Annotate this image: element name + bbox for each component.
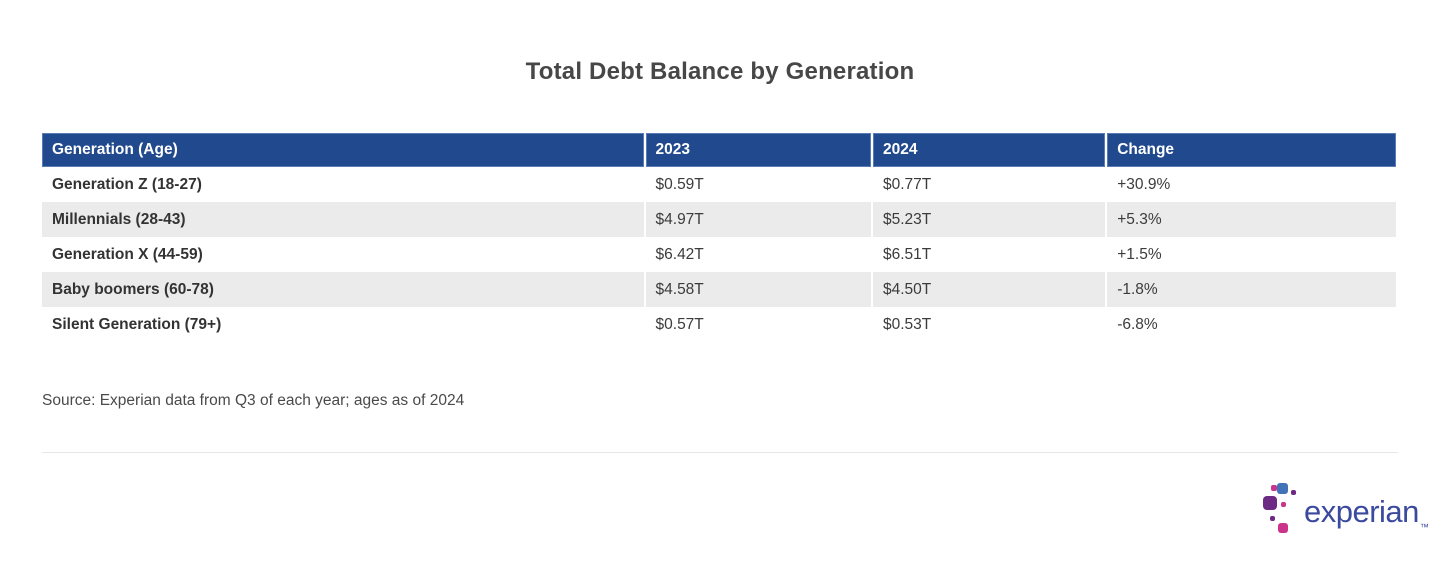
logo-square-purple-dot-bottom — [1270, 516, 1275, 521]
logo-square-blue — [1277, 483, 1288, 494]
table-header-row: Generation (Age) 2023 2024 Change — [42, 133, 1396, 167]
experian-squares-icon — [1262, 482, 1302, 540]
col-header-change: Change — [1106, 133, 1396, 167]
logo-square-pink-top — [1271, 485, 1277, 491]
cell-2023-value: $0.57T — [644, 307, 873, 342]
trademark-symbol: ™ — [1419, 521, 1429, 532]
cell-2023-value: $4.58T — [644, 272, 873, 307]
table-row-silent-generation: Silent Generation (79+) $0.57T $0.53T -6… — [42, 307, 1396, 342]
cell-generation: Generation Z (18-27) — [42, 167, 646, 202]
cell-2023-value: $4.97T — [644, 202, 873, 237]
cell-generation: Silent Generation (79+) — [42, 307, 646, 342]
cell-change-value: +5.3% — [1117, 210, 1162, 228]
cell-generation: Generation X (44-59) — [42, 237, 646, 272]
debt-table-container: Generation (Age) 2023 2024 Change Genera… — [42, 133, 1396, 342]
cell-2023-value: $6.42T — [644, 237, 873, 272]
logo-square-purple-dot-top — [1291, 490, 1296, 495]
footer-divider — [42, 452, 1398, 453]
experian-wordmark: experian™ — [1304, 493, 1429, 532]
cell-change-value: +1.5% — [1117, 245, 1162, 263]
cell-generation: Baby boomers (60-78) — [42, 272, 646, 307]
cell-2024-value: $0.53T — [871, 307, 1108, 342]
table-row-gen-z: Generation Z (18-27) $0.59T $0.77T +30.9… — [42, 167, 1396, 202]
cell-2023-value: $0.59T — [644, 167, 873, 202]
logo-square-purple-big — [1263, 496, 1277, 510]
logo-square-pink-mid — [1281, 502, 1286, 507]
cell-change-value: -1.8% — [1117, 280, 1158, 298]
cell-2024-value: $0.77T — [871, 167, 1108, 202]
table-row-millennials: Millennials (28-43) $4.97T $5.23T +5.3% — [42, 202, 1396, 237]
logo-square-pink-bottom — [1278, 523, 1288, 533]
col-header-2023: 2023 — [644, 133, 873, 167]
source-note: Source: Experian data from Q3 of each ye… — [42, 392, 465, 409]
page-title: Total Debt Balance by Generation — [525, 58, 915, 85]
table-row-gen-x: Generation X (44-59) $6.42T $6.51T +1.5% — [42, 237, 1396, 272]
experian-logo: experian™ — [1262, 482, 1429, 540]
cell-2024-value: $5.23T — [871, 202, 1108, 237]
cell-generation: Millennials (28-43) — [42, 202, 646, 237]
cell-2024-value: $6.51T — [871, 237, 1108, 272]
table-row-baby-boomers: Baby boomers (60-78) $4.58T $4.50T -1.8% — [42, 272, 1396, 307]
col-header-2024: 2024 — [871, 133, 1108, 167]
col-header-generation: Generation (Age) — [42, 133, 646, 167]
cell-change-value: -6.8% — [1117, 315, 1158, 333]
debt-table: Generation (Age) 2023 2024 Change Genera… — [42, 133, 1396, 342]
cell-2024-value: $4.50T — [871, 272, 1108, 307]
cell-change-value: +30.9% — [1117, 175, 1171, 193]
